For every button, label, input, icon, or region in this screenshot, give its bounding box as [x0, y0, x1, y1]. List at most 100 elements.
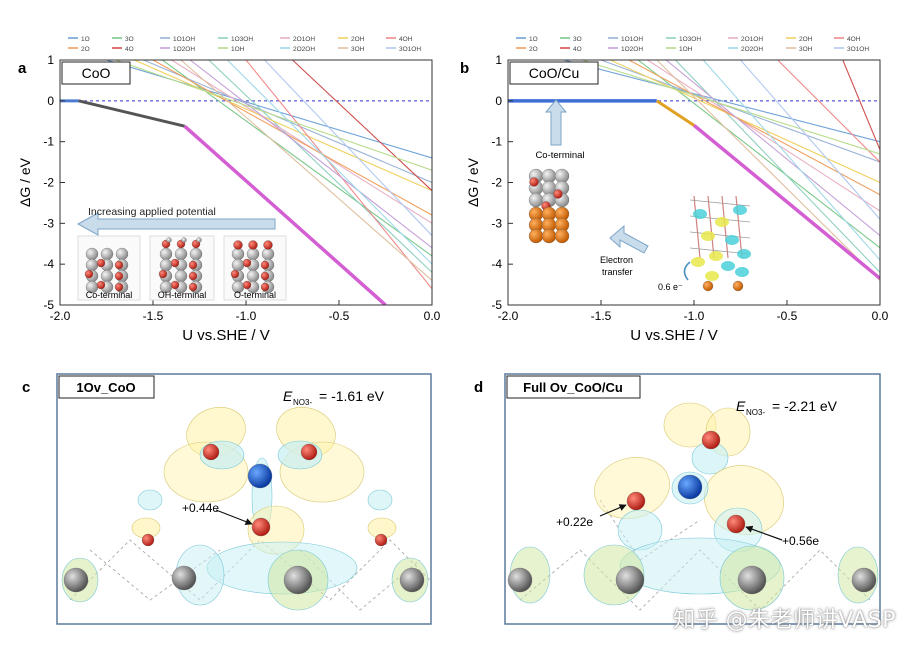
- series-b-2o1oh: [647, 60, 880, 212]
- energy-symbol-d: E: [736, 398, 746, 414]
- co-atom: [615, 565, 645, 595]
- o-atom: [726, 514, 746, 534]
- o-atom: [230, 269, 240, 279]
- watermark: 知乎 @朱老师讲VASP: [673, 608, 896, 633]
- o-atom: [242, 258, 252, 268]
- co-atom: [174, 269, 188, 283]
- legend-label: 1O1OH: [621, 36, 643, 43]
- energy-symbol-c: E: [283, 388, 293, 404]
- legend-label: 4OH: [399, 36, 413, 43]
- charge-label-d-right: +0.56e: [782, 534, 819, 548]
- y-axis-label-b: ΔG / eV: [465, 157, 481, 207]
- series-a-3o: [161, 60, 432, 257]
- panel-letter-b: b: [460, 60, 469, 77]
- h-atom: [196, 237, 202, 243]
- legend-label: 1O3OH: [679, 36, 701, 43]
- y-axis-label-a: ΔG / eV: [17, 157, 33, 207]
- y-tick-label-b: 1: [495, 53, 502, 67]
- o-atom: [96, 280, 106, 290]
- charge-density-inset: 0.6 e⁻: [658, 186, 754, 294]
- cu-atom: [528, 228, 544, 244]
- panel-label-c: 1Ov_CoO: [76, 380, 135, 395]
- y-tick-label-a: -2: [43, 176, 54, 190]
- co-atom: [246, 269, 260, 283]
- y-tick-label-b: -2: [491, 176, 502, 190]
- n-atom: [247, 463, 273, 489]
- panel-label-box-b: [509, 61, 599, 85]
- series-b-2o2oh: [702, 60, 880, 261]
- h-atom: [181, 237, 187, 243]
- y-tick-label-b: -4: [491, 257, 502, 271]
- o-atom: [626, 491, 646, 511]
- transferred-charge: 0.6 e⁻: [658, 282, 683, 292]
- x-axis-label-b: U vs.SHE / V: [630, 327, 718, 344]
- o-atom: [233, 240, 243, 250]
- series-a-3oh: [180, 60, 432, 281]
- legend-label: 4O: [125, 46, 134, 53]
- density-lobe: [725, 235, 739, 245]
- x-tick-label-a: -1.0: [236, 309, 257, 323]
- o-atom: [188, 271, 198, 281]
- o-atom: [188, 282, 198, 292]
- legend-label: 3OH: [799, 46, 813, 53]
- o-atom: [170, 258, 180, 268]
- series-a-1o2oh: [189, 60, 432, 249]
- o-atom: [300, 443, 318, 461]
- density-lobe: [705, 271, 719, 281]
- cu-atom: [554, 228, 570, 244]
- cu-atom: [702, 280, 714, 292]
- series-b-oh-terminal-stable-: [655, 99, 695, 127]
- x-tick-label-b: 0.0: [872, 309, 889, 323]
- legend-label: 1O2OH: [621, 46, 643, 53]
- structure-oh-terminal: OH-terminal: [149, 235, 215, 301]
- series-b-3oh: [656, 60, 880, 281]
- isosurface-scene-c: [61, 406, 431, 611]
- legend-label: 1O1OH: [173, 36, 195, 43]
- series-a-1oh: [115, 60, 432, 171]
- energy-subscript-d: NO3-: [746, 408, 765, 417]
- series-b-3o1oh: [740, 60, 880, 220]
- density-lobe: [733, 205, 747, 215]
- x-axis-label-a: U vs.SHE / V: [182, 327, 270, 344]
- structure-co-terminal: Co-terminal: [77, 235, 141, 301]
- charge-arrow-c: [215, 509, 253, 526]
- plot-area-b: [508, 60, 880, 281]
- co-atom: [171, 565, 197, 591]
- bond: [721, 195, 729, 259]
- o-atom: [529, 177, 539, 187]
- y-tick-label-a: -1: [43, 135, 54, 149]
- panel-letter-d: d: [474, 379, 483, 396]
- co-atom: [507, 567, 533, 593]
- co-atom: [737, 565, 767, 595]
- o-atom: [158, 269, 168, 279]
- charge-arrow-d-left: [599, 504, 627, 517]
- panel-label-a: CoO: [82, 65, 111, 81]
- axes-b: -2.0 -1.5 -1.0 -0.5 0.0 1 0 -1 -2 -3 -4 -5 U vs.SHE …: [465, 53, 889, 344]
- cu-atom: [732, 280, 744, 292]
- o-atom: [114, 271, 124, 281]
- panel-c: c 1Ov_CoO E NO3- = -1.61 eV +0.44e: [22, 373, 432, 625]
- x-tick-label-b: -2.0: [498, 309, 519, 323]
- x-tick-label-b: -1.0: [684, 309, 705, 323]
- panel-d: d Full Ov_CoO/Cu E NO3- = -2.21 eV +0.22…: [474, 373, 881, 625]
- y-tick-label-a: -5: [43, 298, 54, 312]
- o-atom: [141, 533, 155, 547]
- co-atom: [100, 247, 114, 261]
- legend-label: 3O1OH: [847, 46, 869, 53]
- transfer-label: transfer: [602, 267, 633, 277]
- y-tick-label-b: -3: [491, 216, 502, 230]
- legend-label: 2OH: [799, 36, 813, 43]
- series-b-2oh: [610, 60, 880, 184]
- co-atom: [63, 567, 89, 593]
- isosurface-scene-d: [507, 402, 879, 611]
- depletion-lobe: [367, 489, 393, 511]
- charge-label-d-left: +0.22e: [556, 515, 593, 529]
- structure-co-cu: Co-terminal: [528, 99, 585, 244]
- h-atom: [166, 237, 172, 243]
- x-tick-label-b: -0.5: [777, 309, 798, 323]
- axes-a: -2.0 -1.5 -1.0 -0.5 0.0 1 0 -1 -2 -3 -4 -5 U vs.SHE …: [17, 53, 441, 344]
- legend-label: 3O: [573, 36, 582, 43]
- o-atom: [260, 260, 270, 270]
- legend-label: 1OH: [679, 46, 693, 53]
